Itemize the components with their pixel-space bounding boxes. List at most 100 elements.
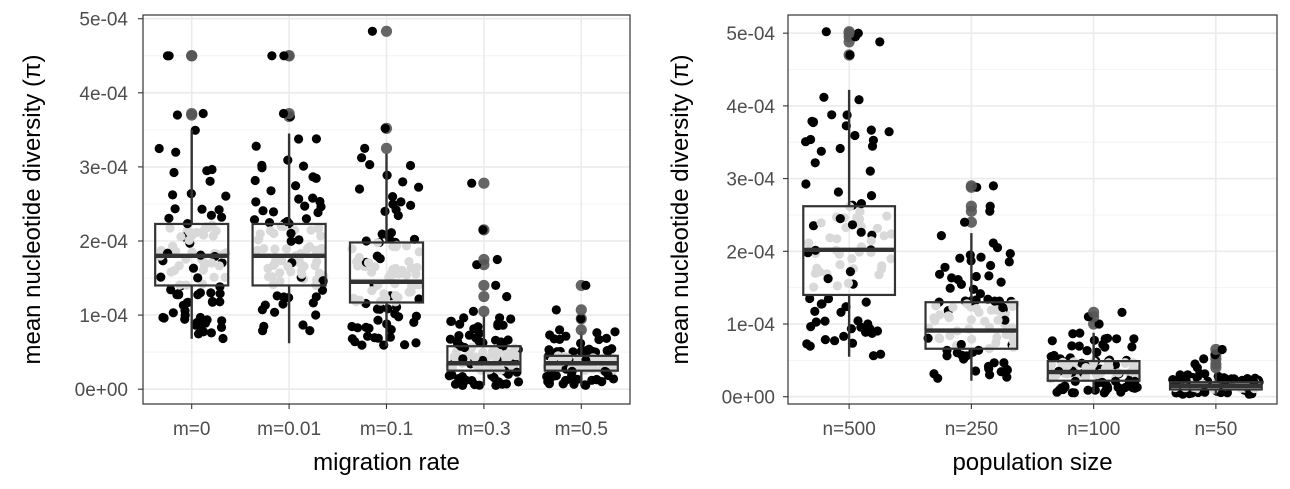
jitter-point — [445, 334, 455, 344]
jitter-point — [478, 225, 488, 235]
outlier-point — [380, 142, 393, 154]
jitter-point — [819, 92, 829, 102]
outlier-point — [575, 324, 587, 336]
jitter-point — [544, 379, 555, 389]
jitter-point — [1046, 352, 1056, 362]
jitter-point — [1082, 346, 1092, 356]
jitter-point — [827, 110, 837, 120]
jitter-point — [198, 265, 208, 275]
jitter-point — [464, 330, 474, 340]
jitter-point — [215, 282, 225, 292]
jitter-point — [974, 345, 984, 355]
jitter-point — [414, 294, 424, 304]
jitter-point — [1067, 341, 1077, 351]
jitter-point — [1081, 372, 1091, 382]
jitter-point — [823, 294, 834, 304]
jitter-point — [1058, 357, 1068, 367]
jitter-point — [467, 178, 477, 188]
jitter-point — [270, 307, 280, 317]
y-tick-label: 3e-04 — [726, 170, 775, 191]
jitter-point — [267, 51, 277, 61]
y-tick-label: 4e-04 — [79, 84, 128, 105]
jitter-point — [468, 306, 478, 316]
jitter-point — [376, 296, 386, 306]
jitter-point — [250, 175, 260, 186]
jitter-point — [1060, 382, 1070, 392]
jitter-point — [258, 206, 268, 216]
jitter-point — [555, 325, 565, 335]
jitter-point — [956, 279, 967, 289]
jitter-point — [1094, 319, 1104, 329]
jitter-point — [390, 290, 401, 301]
x-tick-label: m=0.01 — [257, 419, 321, 440]
jitter-point — [357, 153, 367, 163]
jitter-point — [380, 123, 390, 133]
jitter-point — [502, 292, 512, 302]
jitter-point — [365, 160, 375, 170]
y-axis-title: mean nucleotide diversity (π) — [19, 54, 46, 364]
jitter-point — [308, 172, 318, 182]
jitter-point — [980, 316, 990, 326]
jitter-point — [1047, 336, 1057, 346]
jitter-point — [379, 289, 389, 299]
jitter-point — [168, 190, 178, 200]
jitter-point — [879, 231, 889, 241]
jitter-point — [398, 177, 408, 187]
jitter-point — [251, 197, 261, 207]
jitter-point — [489, 373, 499, 383]
jitter-point — [832, 234, 842, 244]
x-tick-label: m=0.5 — [555, 419, 608, 440]
jitter-point — [388, 192, 398, 202]
jitter-point — [198, 327, 209, 337]
jitter-point — [367, 267, 377, 277]
jitter-point — [257, 305, 267, 315]
outlier-point — [478, 253, 490, 266]
jitter-point — [400, 340, 410, 350]
outlier-point — [1088, 306, 1100, 318]
jitter-point — [952, 348, 962, 358]
jitter-point — [279, 51, 289, 61]
jitter-point — [991, 338, 1001, 348]
jitter-point — [833, 187, 844, 197]
jitter-point — [808, 221, 819, 231]
jitter-point — [558, 379, 568, 389]
jitter-point — [948, 302, 958, 312]
x-tick-label: n=250 — [945, 419, 998, 440]
jitter-point — [455, 319, 465, 329]
jitter-point — [390, 309, 400, 319]
jitter-point — [1117, 307, 1127, 317]
jitter-point — [316, 231, 326, 241]
jitter-point — [275, 276, 285, 286]
jitter-point — [199, 230, 209, 240]
jitter-point — [313, 223, 324, 233]
jitter-point — [363, 258, 374, 268]
outlier-point — [478, 279, 490, 292]
jitter-point — [354, 252, 364, 263]
outlier-point — [478, 290, 490, 303]
x-tick-label: n=500 — [822, 419, 875, 440]
jitter-point — [1199, 354, 1209, 364]
jitter-point — [845, 267, 856, 277]
jitter-point — [845, 50, 855, 60]
jitter-point — [294, 134, 304, 144]
jitter-point — [301, 214, 311, 224]
x-tick-label: m=0.1 — [360, 419, 413, 440]
jitter-point — [584, 344, 594, 354]
y-tick-label: 4e-04 — [726, 97, 775, 118]
jitter-point — [971, 366, 981, 376]
jitter-point — [975, 289, 986, 299]
jitter-point — [159, 313, 169, 323]
jitter-point — [306, 225, 316, 235]
jitter-point — [269, 260, 279, 270]
y-tick-label: 5e-04 — [79, 10, 128, 31]
jitter-point — [989, 358, 999, 368]
jitter-point — [169, 167, 179, 178]
jitter-point — [360, 143, 370, 153]
jitter-point — [945, 331, 955, 341]
jitter-point — [492, 254, 502, 265]
jitter-point — [936, 231, 947, 241]
jitter-point — [209, 272, 219, 282]
jitter-point — [861, 297, 871, 307]
jitter-point — [171, 147, 181, 157]
